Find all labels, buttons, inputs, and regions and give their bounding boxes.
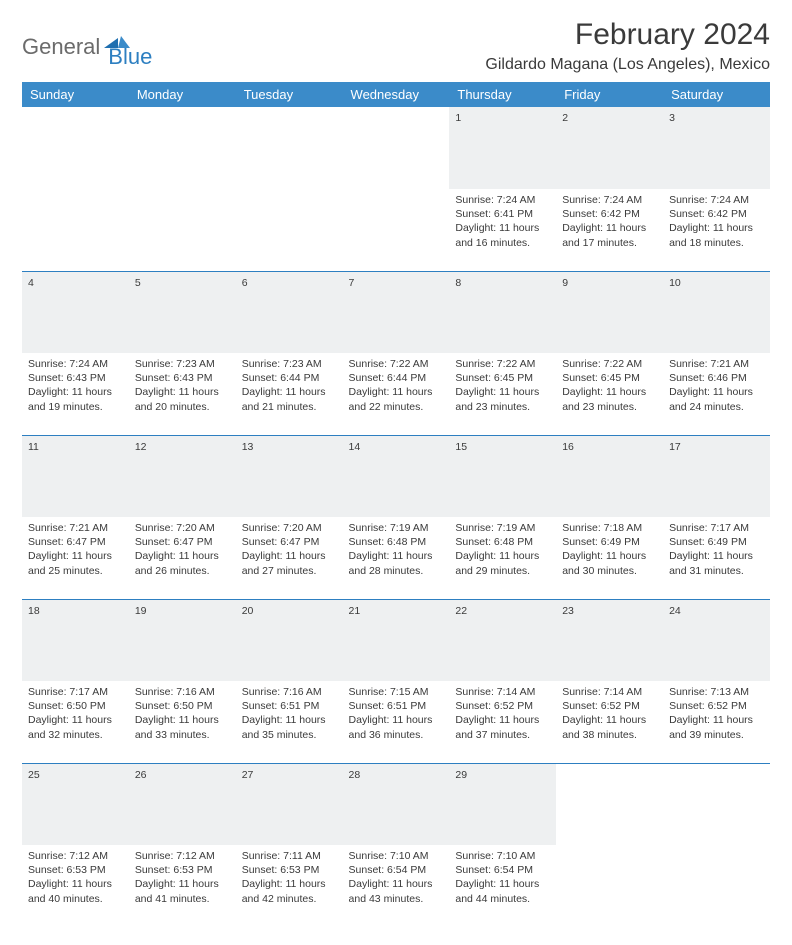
day-number-cell: 6 — [236, 271, 343, 353]
day-number-cell: 5 — [129, 271, 236, 353]
day-number-row: 18192021222324 — [22, 599, 770, 681]
day-info-cell: Sunrise: 7:24 AM Sunset: 6:42 PM Dayligh… — [556, 189, 663, 271]
day-number-cell: 24 — [663, 599, 770, 681]
day-number-cell: 19 — [129, 599, 236, 681]
weekday-header-row: Sunday Monday Tuesday Wednesday Thursday… — [22, 82, 770, 107]
day-info-cell: Sunrise: 7:12 AM Sunset: 6:53 PM Dayligh… — [129, 845, 236, 927]
day-info-cell: Sunrise: 7:14 AM Sunset: 6:52 PM Dayligh… — [556, 681, 663, 763]
calendar-body: 123Sunrise: 7:24 AM Sunset: 6:41 PM Dayl… — [22, 107, 770, 927]
day-number-cell — [236, 107, 343, 189]
logo: General Blue — [22, 24, 152, 70]
day-number-cell: 15 — [449, 435, 556, 517]
day-info-cell: Sunrise: 7:22 AM Sunset: 6:44 PM Dayligh… — [343, 353, 450, 435]
day-number-cell: 23 — [556, 599, 663, 681]
day-number-cell: 7 — [343, 271, 450, 353]
day-number-cell: 20 — [236, 599, 343, 681]
day-number-cell — [129, 107, 236, 189]
day-number-cell: 28 — [343, 763, 450, 845]
day-number-cell: 18 — [22, 599, 129, 681]
day-number-cell: 25 — [22, 763, 129, 845]
day-info-row: Sunrise: 7:24 AM Sunset: 6:41 PM Dayligh… — [22, 189, 770, 271]
day-number-cell: 3 — [663, 107, 770, 189]
weekday-header: Sunday — [22, 82, 129, 107]
day-number-cell: 22 — [449, 599, 556, 681]
day-info-cell: Sunrise: 7:13 AM Sunset: 6:52 PM Dayligh… — [663, 681, 770, 763]
day-info-cell: Sunrise: 7:22 AM Sunset: 6:45 PM Dayligh… — [449, 353, 556, 435]
day-info-cell: Sunrise: 7:16 AM Sunset: 6:51 PM Dayligh… — [236, 681, 343, 763]
day-number-row: 11121314151617 — [22, 435, 770, 517]
day-info-cell: Sunrise: 7:10 AM Sunset: 6:54 PM Dayligh… — [343, 845, 450, 927]
title-block: February 2024 Gildardo Magana (Los Angel… — [485, 18, 770, 74]
day-info-row: Sunrise: 7:17 AM Sunset: 6:50 PM Dayligh… — [22, 681, 770, 763]
day-number-cell: 27 — [236, 763, 343, 845]
weekday-header: Friday — [556, 82, 663, 107]
day-number-cell: 10 — [663, 271, 770, 353]
day-number-cell: 2 — [556, 107, 663, 189]
day-number-cell: 1 — [449, 107, 556, 189]
weekday-header: Monday — [129, 82, 236, 107]
day-number-cell — [663, 763, 770, 845]
day-number-cell: 8 — [449, 271, 556, 353]
day-info-cell: Sunrise: 7:24 AM Sunset: 6:41 PM Dayligh… — [449, 189, 556, 271]
day-info-cell: Sunrise: 7:23 AM Sunset: 6:44 PM Dayligh… — [236, 353, 343, 435]
day-info-cell: Sunrise: 7:24 AM Sunset: 6:43 PM Dayligh… — [22, 353, 129, 435]
day-number-cell: 16 — [556, 435, 663, 517]
day-number-cell: 13 — [236, 435, 343, 517]
day-info-row: Sunrise: 7:21 AM Sunset: 6:47 PM Dayligh… — [22, 517, 770, 599]
day-number-cell — [22, 107, 129, 189]
day-info-cell: Sunrise: 7:10 AM Sunset: 6:54 PM Dayligh… — [449, 845, 556, 927]
day-info-cell: Sunrise: 7:17 AM Sunset: 6:50 PM Dayligh… — [22, 681, 129, 763]
day-number-cell — [343, 107, 450, 189]
logo-text-blue: Blue — [108, 44, 152, 70]
day-number-row: 123 — [22, 107, 770, 189]
day-info-cell: Sunrise: 7:23 AM Sunset: 6:43 PM Dayligh… — [129, 353, 236, 435]
page-header: General Blue February 2024 Gildardo Maga… — [22, 18, 770, 74]
day-number-cell: 9 — [556, 271, 663, 353]
day-info-cell — [236, 189, 343, 271]
weekday-header: Saturday — [663, 82, 770, 107]
day-number-cell: 21 — [343, 599, 450, 681]
day-info-cell: Sunrise: 7:12 AM Sunset: 6:53 PM Dayligh… — [22, 845, 129, 927]
weekday-header: Wednesday — [343, 82, 450, 107]
day-number-row: 45678910 — [22, 271, 770, 353]
day-info-cell: Sunrise: 7:21 AM Sunset: 6:46 PM Dayligh… — [663, 353, 770, 435]
day-info-cell: Sunrise: 7:16 AM Sunset: 6:50 PM Dayligh… — [129, 681, 236, 763]
day-info-cell: Sunrise: 7:14 AM Sunset: 6:52 PM Dayligh… — [449, 681, 556, 763]
day-info-cell: Sunrise: 7:19 AM Sunset: 6:48 PM Dayligh… — [343, 517, 450, 599]
day-info-cell: Sunrise: 7:19 AM Sunset: 6:48 PM Dayligh… — [449, 517, 556, 599]
day-number-cell: 11 — [22, 435, 129, 517]
day-info-cell: Sunrise: 7:22 AM Sunset: 6:45 PM Dayligh… — [556, 353, 663, 435]
day-info-cell: Sunrise: 7:18 AM Sunset: 6:49 PM Dayligh… — [556, 517, 663, 599]
day-number-cell: 12 — [129, 435, 236, 517]
logo-text-general: General — [22, 34, 100, 60]
day-number-row: 2526272829 — [22, 763, 770, 845]
day-number-cell — [556, 763, 663, 845]
day-info-cell — [343, 189, 450, 271]
day-info-cell: Sunrise: 7:11 AM Sunset: 6:53 PM Dayligh… — [236, 845, 343, 927]
day-number-cell: 14 — [343, 435, 450, 517]
month-title: February 2024 — [485, 18, 770, 52]
day-info-row: Sunrise: 7:24 AM Sunset: 6:43 PM Dayligh… — [22, 353, 770, 435]
day-info-cell — [22, 189, 129, 271]
calendar-page: General Blue February 2024 Gildardo Maga… — [0, 0, 792, 945]
day-number-cell: 4 — [22, 271, 129, 353]
day-info-cell — [663, 845, 770, 927]
day-number-cell: 17 — [663, 435, 770, 517]
day-info-cell — [556, 845, 663, 927]
weekday-header: Tuesday — [236, 82, 343, 107]
location-subtitle: Gildardo Magana (Los Angeles), Mexico — [485, 56, 770, 74]
day-number-cell: 29 — [449, 763, 556, 845]
day-info-cell: Sunrise: 7:24 AM Sunset: 6:42 PM Dayligh… — [663, 189, 770, 271]
day-info-cell: Sunrise: 7:20 AM Sunset: 6:47 PM Dayligh… — [236, 517, 343, 599]
day-info-row: Sunrise: 7:12 AM Sunset: 6:53 PM Dayligh… — [22, 845, 770, 927]
calendar-table: Sunday Monday Tuesday Wednesday Thursday… — [22, 82, 770, 927]
day-info-cell: Sunrise: 7:21 AM Sunset: 6:47 PM Dayligh… — [22, 517, 129, 599]
day-info-cell — [129, 189, 236, 271]
day-info-cell: Sunrise: 7:20 AM Sunset: 6:47 PM Dayligh… — [129, 517, 236, 599]
day-number-cell: 26 — [129, 763, 236, 845]
day-info-cell: Sunrise: 7:17 AM Sunset: 6:49 PM Dayligh… — [663, 517, 770, 599]
day-info-cell: Sunrise: 7:15 AM Sunset: 6:51 PM Dayligh… — [343, 681, 450, 763]
weekday-header: Thursday — [449, 82, 556, 107]
